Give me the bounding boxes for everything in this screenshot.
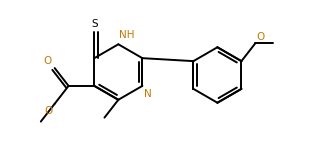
Text: S: S [91,20,98,29]
Text: O: O [44,56,52,66]
Text: N: N [144,89,152,99]
Text: NH: NH [119,30,135,40]
Text: O: O [256,32,265,42]
Text: O: O [44,106,53,116]
